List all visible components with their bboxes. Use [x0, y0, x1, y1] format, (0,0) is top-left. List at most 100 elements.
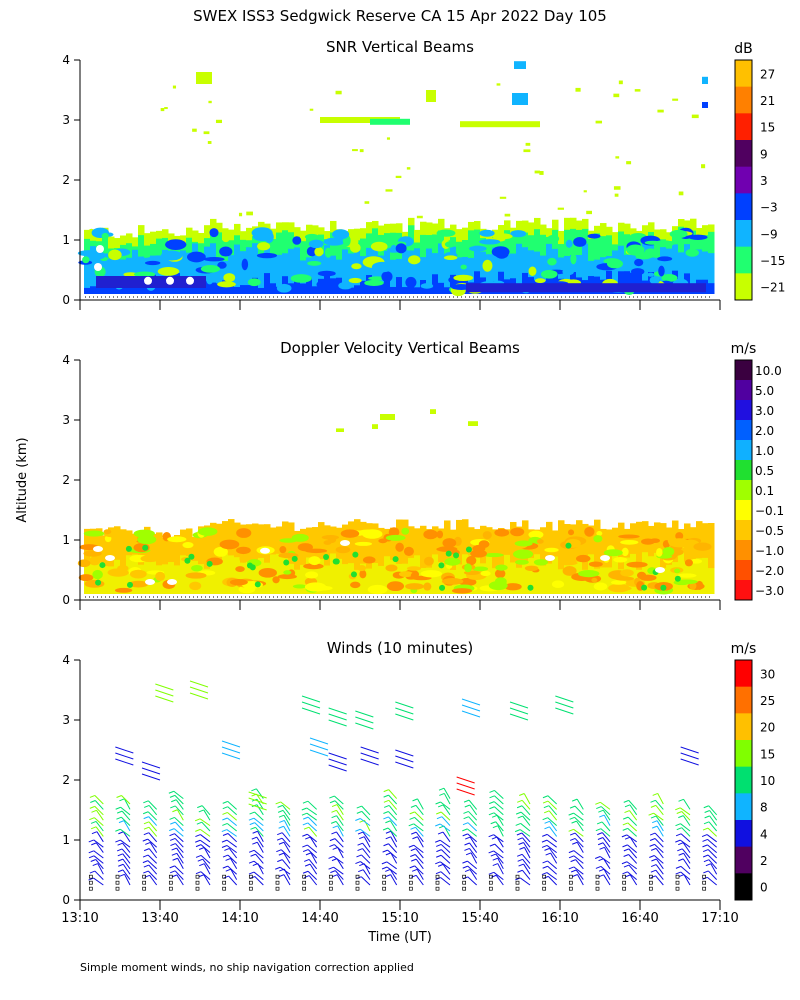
doppler-cell — [114, 559, 121, 594]
wind-barb — [93, 877, 104, 886]
wind-barb-flag — [515, 822, 521, 826]
doppler-blob — [676, 579, 698, 585]
snr-speckle — [634, 89, 641, 92]
wind-barb-flag — [143, 870, 149, 874]
wind-barb — [148, 848, 158, 859]
snr-cell — [510, 253, 517, 294]
wind-barb — [228, 875, 238, 886]
wind-barb-flag — [597, 837, 604, 840]
wind-barb-upper — [301, 695, 321, 703]
wind-barb-flag — [702, 844, 708, 848]
doppler-blob — [494, 528, 510, 537]
doppler-blob — [140, 555, 160, 563]
wind-barb-flag — [492, 863, 498, 867]
wind-barb — [227, 833, 238, 843]
wind-barb — [519, 877, 531, 886]
snr-blob — [658, 265, 665, 277]
wind-barb-flag — [408, 823, 414, 827]
wind-barb-flag — [329, 844, 335, 848]
wind-barb-upper — [355, 710, 374, 718]
wind-barb-flag — [412, 798, 418, 802]
wind-barb — [600, 828, 611, 837]
doppler-blob — [603, 549, 623, 557]
doppler-green — [527, 584, 534, 591]
wind-barb — [602, 809, 611, 821]
wind-barb-flag — [596, 821, 603, 825]
wind-barb-flag — [488, 801, 495, 805]
snr-blob — [348, 277, 362, 284]
wind-barb-flag — [517, 858, 523, 862]
calm-marker — [648, 880, 653, 885]
wind-barb-flag — [515, 811, 522, 815]
doppler-gap — [93, 546, 103, 552]
doppler-blob — [591, 577, 598, 583]
wind-barb — [121, 816, 131, 826]
calm-marker — [435, 874, 440, 879]
doppler-blob — [291, 533, 309, 542]
wind-barb — [709, 815, 718, 826]
snr-cell — [210, 282, 217, 294]
snr-cell — [618, 271, 625, 294]
doppler-cell — [264, 524, 271, 594]
wind-barb — [576, 842, 584, 853]
wind-barb-flag — [383, 811, 389, 814]
wind-barb-flag — [462, 833, 468, 837]
wind-barb-flag — [195, 839, 201, 843]
wind-barb — [707, 844, 717, 853]
calm-marker — [702, 886, 707, 891]
wind-barb-flag — [116, 848, 123, 852]
doppler-blob — [470, 549, 487, 558]
y-tick-label: 3 — [62, 713, 70, 727]
snr-blob — [685, 248, 699, 257]
wind-barb — [174, 838, 184, 848]
wind-barb-flag — [91, 809, 97, 813]
wind-barb-flag — [489, 806, 495, 810]
wind-barb — [280, 801, 291, 810]
wind-barb-upper — [395, 749, 414, 757]
wind-barb — [521, 799, 531, 810]
y-tick-label: 4 — [62, 53, 70, 67]
calm-marker — [355, 886, 360, 891]
wind-barb-flag — [119, 798, 125, 802]
calm-marker — [515, 880, 520, 885]
wind-barb — [120, 806, 131, 816]
wind-barb — [547, 876, 558, 886]
wind-barb-upper — [115, 746, 134, 754]
snr-cell — [648, 243, 655, 294]
wind-barb — [307, 822, 318, 832]
colorbar-swatch — [735, 820, 752, 848]
doppler-cell — [570, 524, 577, 594]
wind-barb — [227, 801, 238, 810]
wind-barb — [493, 812, 504, 821]
wind-barb — [467, 822, 478, 832]
y-axis-label: Altitude (km) — [15, 437, 30, 522]
wind-barb — [360, 861, 371, 870]
wind-barb — [440, 844, 451, 853]
wind-barb — [283, 874, 291, 886]
wind-barb — [255, 853, 264, 864]
snr-blob — [688, 234, 708, 240]
wind-barb — [493, 801, 504, 810]
snr-blob — [669, 229, 688, 239]
wind-barb-flag — [464, 869, 471, 873]
wind-barb-flag — [302, 844, 308, 848]
doppler-blob — [137, 534, 157, 545]
wind-barb — [334, 795, 344, 805]
doppler-blob — [354, 541, 373, 546]
wind-barb-flag — [145, 841, 151, 845]
wind-barb — [574, 805, 584, 816]
snr-cell — [90, 246, 97, 294]
snr-blob — [314, 247, 324, 257]
colorbar-swatch — [735, 166, 752, 194]
wind-barb — [603, 858, 611, 870]
doppler-blob — [420, 570, 443, 578]
wind-barb — [523, 863, 531, 875]
wind-barb-flag — [569, 816, 575, 820]
snr-speckle — [525, 124, 531, 127]
doppler-cell — [324, 565, 331, 594]
y-tick-label: 3 — [62, 113, 70, 127]
wind-barb — [283, 852, 291, 864]
wind-barb — [706, 834, 717, 843]
wind-barb-upper — [395, 761, 414, 769]
wind-barb-flag — [382, 827, 389, 831]
